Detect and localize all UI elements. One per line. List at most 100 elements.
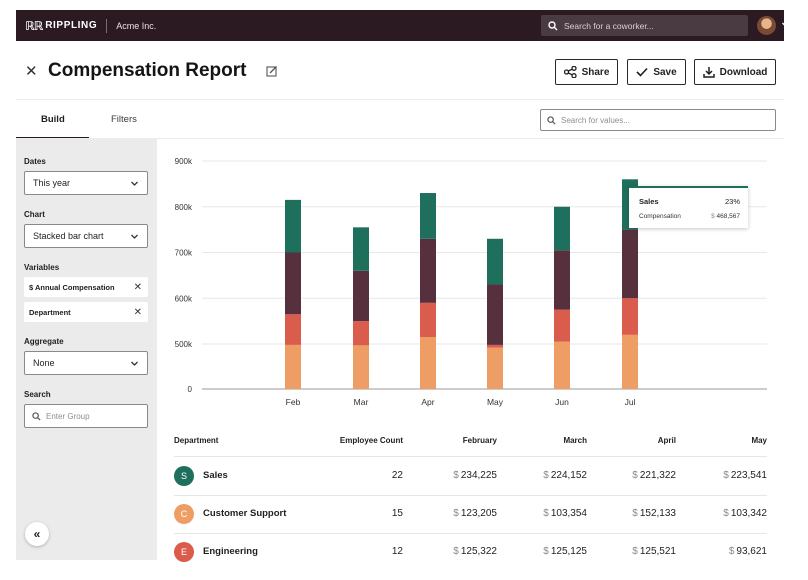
- top-navigation-bar: ℝℝ RIPPLING Acme Inc. Search for a cowor…: [16, 10, 789, 41]
- x-tick-label: May: [487, 397, 504, 407]
- bar-segment[interactable]: [622, 334, 638, 389]
- collapse-sidebar-button[interactable]: «: [25, 522, 49, 546]
- download-button[interactable]: Download: [694, 59, 776, 85]
- bar-segment[interactable]: [554, 206, 570, 251]
- save-label: Save: [653, 66, 677, 78]
- column-header-may[interactable]: May: [751, 436, 767, 445]
- bar-segment[interactable]: [554, 250, 570, 310]
- bar-segment[interactable]: [285, 344, 301, 389]
- dates-label: Dates: [24, 157, 46, 166]
- table-header-divider: [174, 456, 767, 457]
- tooltip-metric: Compensation: [639, 213, 681, 220]
- bar-segment[interactable]: [353, 270, 369, 322]
- column-header-february[interactable]: February: [462, 436, 497, 445]
- bar-segment[interactable]: [487, 238, 503, 285]
- bar-segment[interactable]: [487, 347, 503, 389]
- chart-type-value: Stacked bar chart: [33, 231, 104, 241]
- variable-chip-label: $ Annual Compensation: [29, 282, 115, 292]
- save-button[interactable]: Save: [627, 59, 686, 85]
- close-icon[interactable]: ✕: [25, 63, 38, 80]
- x-tick-label: Jul: [625, 397, 636, 407]
- share-icon: [563, 66, 577, 78]
- coworker-search-input[interactable]: Search for a coworker...: [541, 15, 748, 36]
- bar-segment[interactable]: [285, 199, 301, 253]
- chart-tooltip: Sales 23% Compensation $ 468,567: [629, 186, 748, 228]
- edit-icon[interactable]: [266, 65, 278, 77]
- page-title: Compensation Report: [48, 60, 247, 81]
- bar-segment[interactable]: [622, 229, 638, 299]
- row-divider: [174, 533, 767, 534]
- bar-segment[interactable]: [554, 341, 570, 389]
- share-button[interactable]: Share: [555, 59, 618, 85]
- employee-count-cell: 12: [391, 546, 403, 557]
- dates-select[interactable]: This year: [24, 171, 148, 195]
- column-header-march[interactable]: March: [563, 436, 587, 445]
- bar-segment[interactable]: [285, 314, 301, 345]
- rippling-logo[interactable]: ℝℝ RIPPLING: [25, 19, 97, 33]
- y-tick-label: 0: [188, 385, 193, 394]
- bar-segment[interactable]: [487, 284, 503, 345]
- column-header-employee-count[interactable]: Employee Count: [339, 436, 403, 445]
- compensation-cell: $234,225: [453, 470, 497, 481]
- department-initial-badge: S: [174, 466, 194, 486]
- bar-segment[interactable]: [353, 227, 369, 271]
- remove-icon[interactable]: ✕: [133, 306, 142, 318]
- compensation-cell: $103,354: [543, 508, 587, 519]
- share-label: Share: [581, 66, 610, 78]
- tooltip-percent: 23%: [724, 197, 740, 206]
- employee-count-cell: 15: [391, 508, 403, 519]
- department-name: Engineering: [203, 546, 258, 557]
- bar-segment[interactable]: [420, 337, 436, 389]
- x-tick-label: Mar: [354, 397, 369, 407]
- group-search-input[interactable]: Enter Group: [24, 404, 148, 428]
- department-name: Customer Support: [203, 508, 287, 519]
- chart-label: Chart: [24, 210, 45, 219]
- bar-segment[interactable]: [353, 345, 369, 389]
- tabs-divider: [16, 138, 784, 139]
- search-icon: [547, 115, 556, 125]
- tab-build[interactable]: Build: [41, 114, 65, 125]
- y-tick-label: 500k: [175, 340, 193, 349]
- tooltip-department: Sales: [639, 197, 659, 206]
- value-search-input[interactable]: Search for values...: [540, 109, 776, 131]
- bar-segment[interactable]: [554, 309, 570, 342]
- chevron-down-icon: [131, 361, 138, 366]
- bar-segment[interactable]: [285, 252, 301, 315]
- compensation-cell: $152,133: [632, 508, 676, 519]
- bar-segment[interactable]: [420, 193, 436, 239]
- bar-segment[interactable]: [420, 302, 436, 338]
- employee-count-cell: 22: [391, 470, 403, 481]
- bar-segment[interactable]: [622, 298, 638, 335]
- aggregate-value: None: [33, 358, 55, 368]
- compensation-cell: $93,621: [728, 546, 767, 557]
- table-row[interactable]: E Engineering 12 $125,322 $125,125 $125,521 $9…: [174, 533, 767, 571]
- stacked-bar-chart: 0 500k 600k 700k 800k 900k Feb Mar Apr May Jun Jul: [175, 157, 767, 407]
- user-avatar[interactable]: [757, 16, 776, 35]
- checkmark-icon: [636, 67, 648, 77]
- bar-segment[interactable]: [420, 238, 436, 303]
- chevron-down-icon[interactable]: [781, 20, 790, 29]
- variable-chip[interactable]: Department ✕: [24, 302, 148, 322]
- remove-icon[interactable]: ✕: [133, 281, 142, 293]
- company-name: Acme Inc.: [116, 20, 157, 31]
- variable-chip[interactable]: $ Annual Compensation ✕: [24, 277, 148, 297]
- tab-filters[interactable]: Filters: [111, 114, 137, 125]
- chart-type-select[interactable]: Stacked bar chart: [24, 224, 148, 248]
- y-tick-label: 900k: [175, 157, 193, 166]
- rippling-logo-mark: ℝℝ: [25, 18, 43, 33]
- aggregate-select[interactable]: None: [24, 351, 148, 375]
- table-row[interactable]: C Customer Support 15 $123,205 $103,354 $152,…: [174, 495, 767, 533]
- compensation-cell: $221,322: [632, 470, 676, 481]
- bar-segment[interactable]: [487, 344, 503, 348]
- bar-segment[interactable]: [353, 321, 369, 346]
- search-label: Search: [24, 390, 51, 399]
- variables-label: Variables: [24, 263, 60, 272]
- column-header-department[interactable]: Department: [174, 436, 219, 445]
- compensation-cell: $125,125: [543, 546, 587, 557]
- column-header-april[interactable]: April: [657, 436, 676, 445]
- chevron-down-icon: [131, 234, 138, 239]
- y-tick-label: 800k: [175, 203, 193, 212]
- compensation-cell: $123,205: [453, 508, 497, 519]
- table-row[interactable]: S Sales 22 $234,225 $224,152 $221,322 $223,541: [174, 457, 767, 495]
- y-tick-label: 600k: [175, 294, 193, 303]
